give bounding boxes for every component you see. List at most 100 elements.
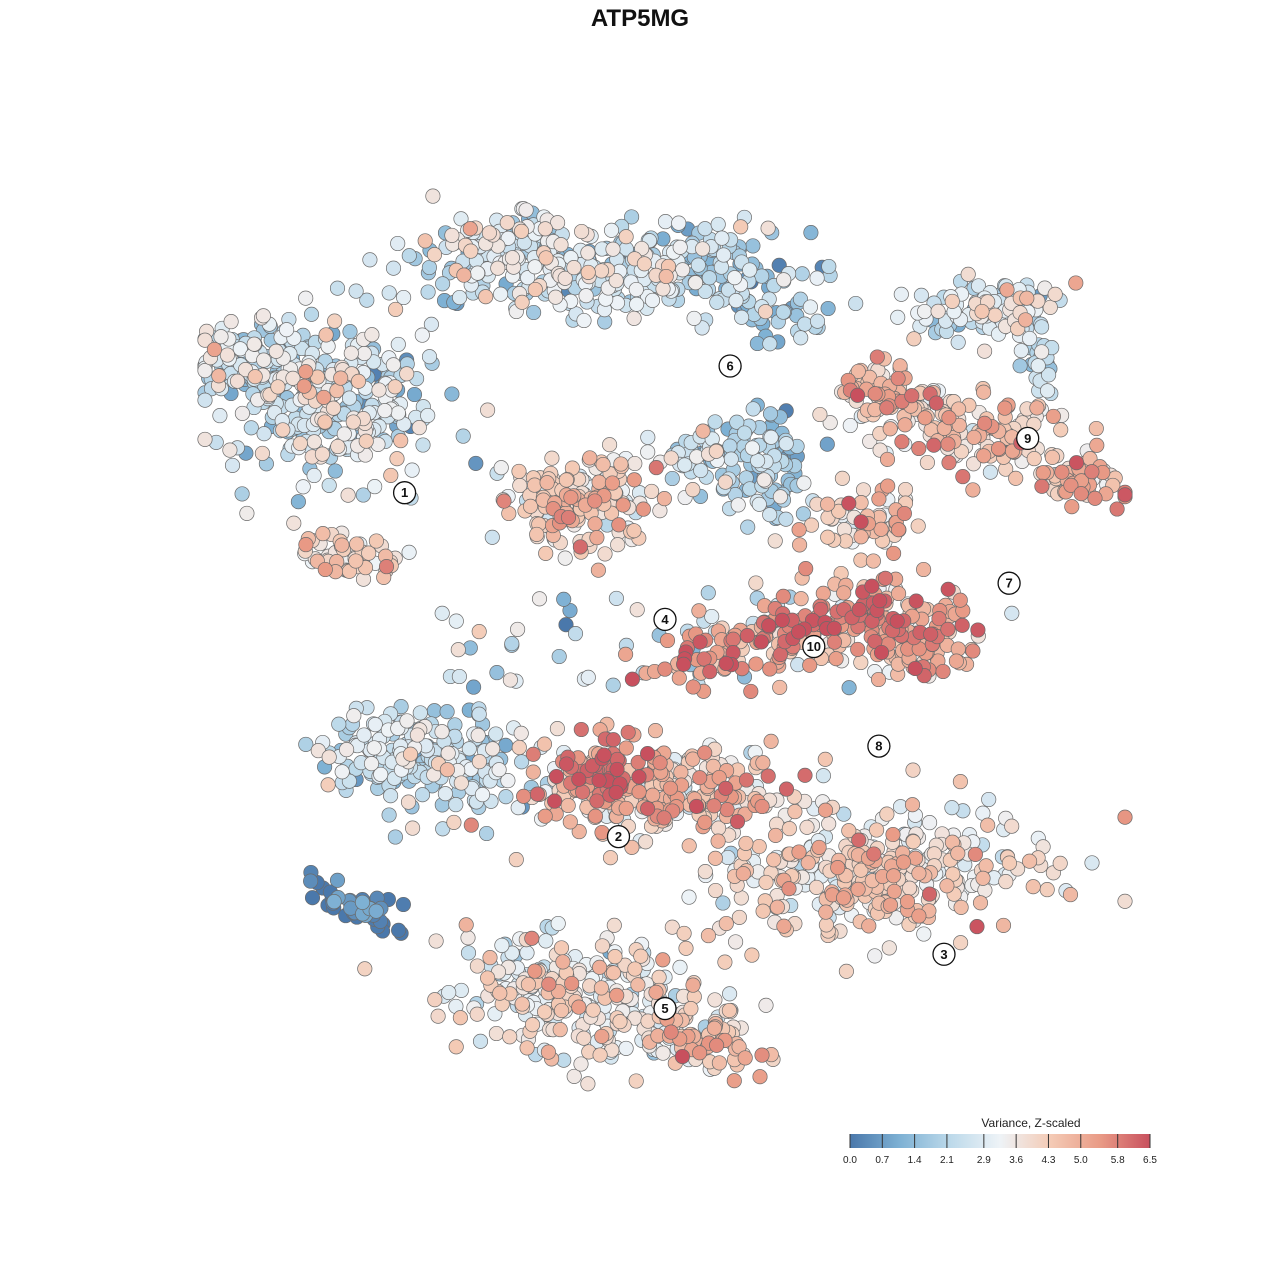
cell-point [953, 935, 969, 951]
cell-point [655, 952, 671, 968]
cell-point [885, 826, 901, 843]
cell-point [697, 283, 713, 300]
cell-point [700, 928, 716, 944]
cell-point [243, 420, 259, 436]
cell-point [1084, 855, 1100, 871]
cell-point [855, 482, 872, 498]
cluster-label-text: 1 [401, 485, 408, 500]
cell-point [1047, 286, 1063, 302]
cell-point [504, 945, 520, 961]
cell-point [644, 292, 661, 308]
cell-point [574, 223, 590, 240]
cell-point [729, 814, 746, 830]
cell-point [1041, 367, 1057, 383]
cell-point [576, 1030, 592, 1046]
cell-point [981, 791, 997, 808]
cell-point [950, 845, 966, 861]
cell-point [255, 308, 271, 324]
cell-point [296, 378, 312, 394]
cell-point [529, 786, 545, 802]
cell-point [435, 276, 451, 292]
cell-point [378, 559, 395, 575]
cell-point [739, 628, 755, 644]
cell-point [953, 444, 969, 460]
cell-point [811, 839, 827, 855]
cell-point [635, 501, 651, 517]
cell-point [719, 802, 735, 818]
cell-point [851, 602, 867, 618]
cell-point [672, 959, 688, 975]
cell-point [953, 899, 969, 915]
cell-point [977, 415, 993, 431]
cell-point [745, 238, 761, 254]
cell-point [390, 336, 406, 352]
cell-point [381, 285, 397, 301]
cell-point [364, 327, 380, 343]
cell-point [980, 817, 996, 833]
cell-point [529, 526, 545, 542]
cell-point [286, 515, 302, 531]
cell-point [387, 379, 403, 395]
cell-point [624, 839, 640, 855]
cell-point [778, 436, 794, 452]
cell-point [327, 313, 343, 329]
cell-point [426, 247, 443, 263]
cell-point [697, 814, 713, 830]
cell-point [612, 1014, 628, 1030]
cell-point [975, 870, 991, 886]
cell-point [327, 463, 343, 479]
cell-point [706, 798, 722, 814]
cell-point [976, 448, 992, 464]
cell-point [290, 494, 306, 510]
cell-point [466, 679, 482, 695]
cell-point [725, 631, 741, 647]
cell-point [1109, 501, 1125, 517]
cluster-label-7: 7 [997, 571, 1021, 595]
cell-point [1004, 605, 1020, 621]
cell-point [762, 406, 779, 422]
cell-point [787, 804, 803, 820]
cell-point [644, 483, 660, 499]
cell-point [733, 890, 749, 906]
cell-point [594, 1028, 610, 1044]
cell-point [821, 258, 837, 275]
cell-point [538, 933, 554, 949]
cell-point [718, 780, 734, 796]
cell-point [531, 591, 548, 607]
cell-point [516, 788, 532, 804]
cell-point [742, 262, 758, 278]
cell-point [792, 537, 808, 553]
cell-point [954, 617, 970, 633]
cell-point [931, 611, 947, 627]
cell-point [346, 708, 362, 724]
cell-point [753, 634, 769, 650]
cell-point [798, 561, 814, 577]
cell-point [537, 808, 553, 824]
cell-point [628, 1073, 644, 1089]
cell-point [589, 793, 605, 809]
cell-point [796, 475, 812, 491]
cell-point [329, 383, 345, 399]
cell-point [977, 343, 993, 359]
cell-point [538, 545, 554, 561]
cell-point [405, 820, 421, 836]
cell-point [437, 786, 453, 802]
cluster-label-badge [718, 354, 742, 378]
cell-point [735, 866, 751, 882]
cluster-label-badge [997, 571, 1021, 595]
cell-point [673, 764, 689, 780]
cell-point [809, 270, 825, 286]
cell-point [575, 784, 591, 800]
cell-point [1017, 312, 1034, 328]
cluster-label-text: 7 [1005, 576, 1012, 591]
cell-point [941, 455, 957, 471]
cell-point [820, 300, 836, 317]
cell-point [640, 444, 656, 460]
cell-point [298, 290, 314, 306]
cell-point [566, 1068, 582, 1084]
cell-point [558, 472, 574, 488]
cell-point [358, 433, 374, 449]
cell-point [537, 1004, 553, 1020]
cell-point [508, 852, 524, 868]
colorbar-tick-label: 3.6 [1009, 1155, 1023, 1166]
